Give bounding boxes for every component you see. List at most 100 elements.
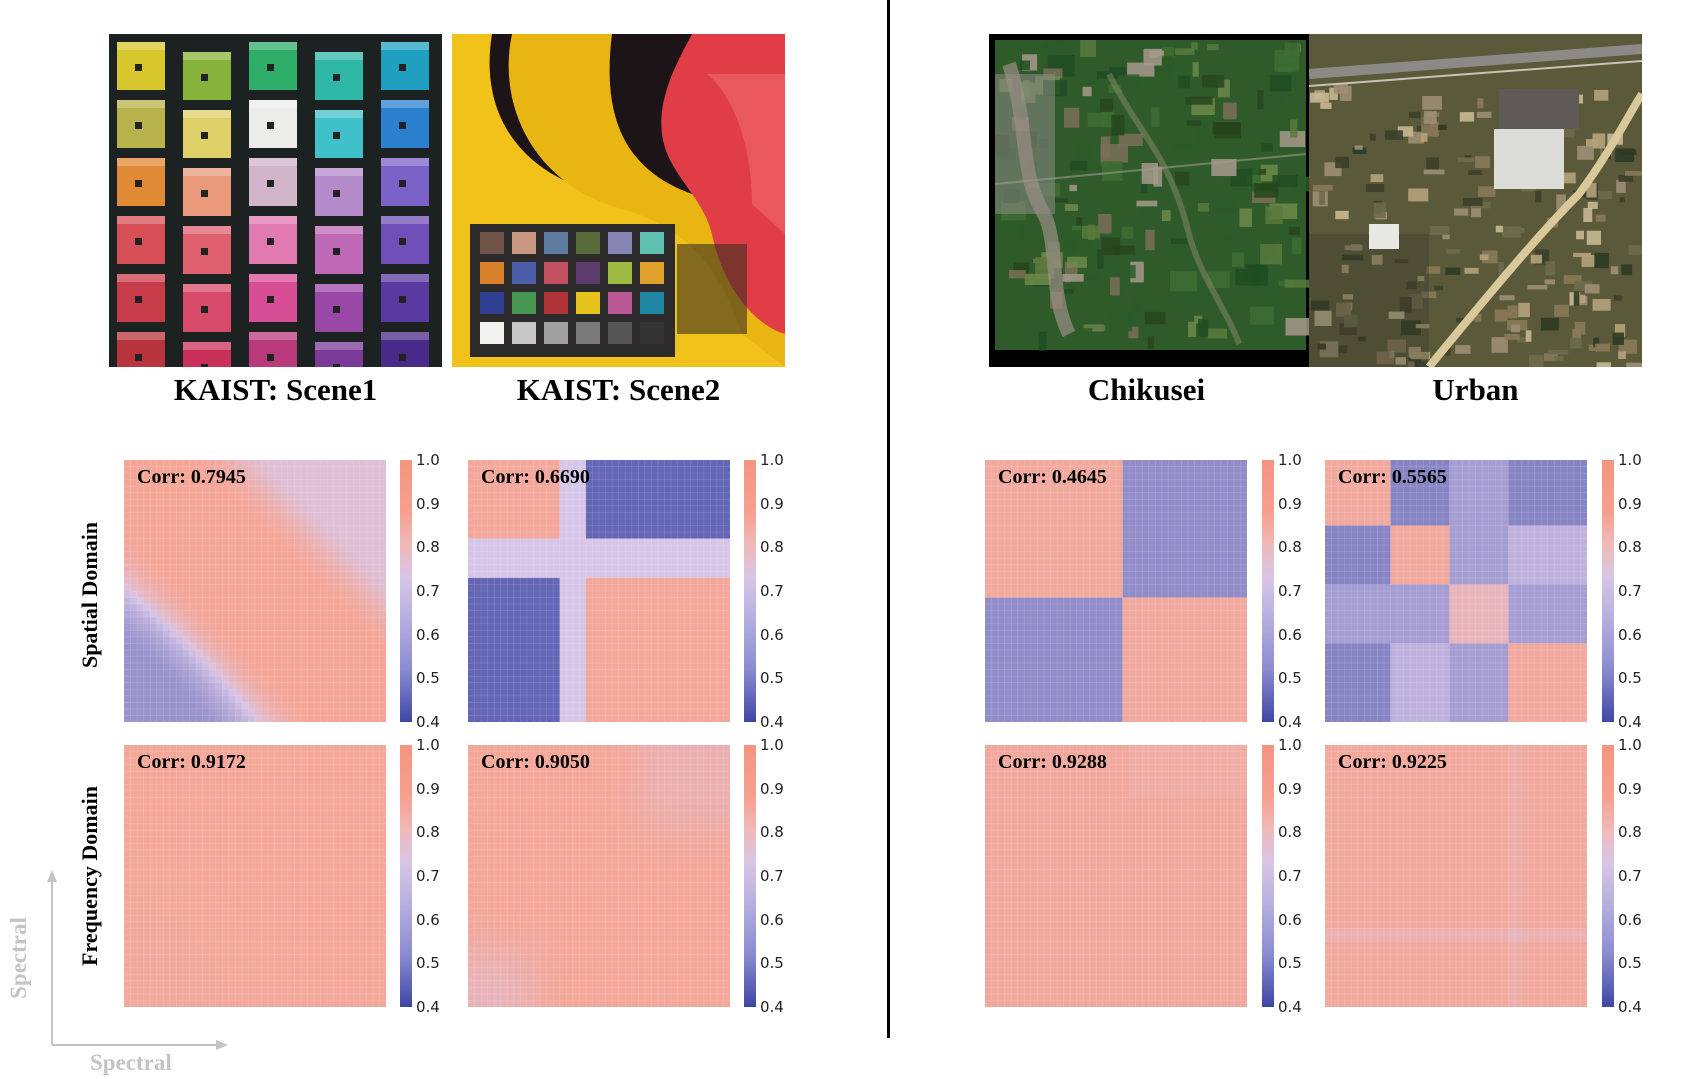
heatmap-cell	[991, 630, 999, 638]
heatmap-cell	[1024, 682, 1032, 690]
heatmap-cell	[1161, 597, 1169, 605]
heatmap-cell	[585, 492, 593, 500]
heatmap-cell	[644, 708, 652, 716]
heatmap-cell	[553, 551, 561, 559]
heatmap-cell	[1083, 512, 1091, 520]
heatmap-cell	[991, 571, 999, 579]
heatmap-cell	[143, 551, 151, 559]
colorbar-tick-label: 0.6	[760, 625, 784, 644]
heatmap-cell	[599, 466, 606, 474]
heatmap-cell	[353, 479, 361, 487]
heatmap-cell	[137, 591, 145, 598]
heatmap-cell	[156, 466, 164, 474]
heatmap-cell	[1096, 558, 1104, 566]
heatmap-cell	[690, 669, 698, 677]
heatmap-cell	[209, 636, 217, 644]
heatmap-cell	[124, 682, 131, 690]
heatmap-cell	[202, 492, 210, 500]
heatmap-cell	[1076, 584, 1084, 592]
heatmap-cell	[520, 676, 528, 684]
heatmap-cell	[671, 505, 678, 513]
heatmap-cell	[703, 525, 711, 533]
heatmap-cell	[156, 682, 164, 690]
heatmap-cell	[474, 499, 482, 507]
heatmap-cell	[513, 499, 521, 507]
heatmap-cell	[716, 564, 724, 572]
heatmap-cell	[255, 525, 262, 533]
heatmap-cell	[189, 649, 197, 657]
heatmap-cell	[599, 473, 606, 481]
heatmap-cell	[1174, 538, 1182, 546]
heatmap-cell	[372, 473, 380, 481]
heatmap-cell	[651, 597, 659, 605]
heatmap-cell	[612, 584, 620, 592]
heatmap-cell	[241, 512, 249, 520]
heatmap-cell	[481, 656, 489, 664]
heatmap-cell	[1188, 473, 1195, 481]
heatmap-cell	[474, 597, 482, 605]
heatmap-cell	[985, 636, 992, 644]
heatmap-cell	[1089, 663, 1097, 670]
heatmap-cell	[507, 682, 515, 690]
heatmap-cell	[281, 551, 289, 559]
heatmap-cell	[1004, 702, 1012, 710]
heatmap-cell	[625, 689, 633, 697]
heatmap-cell	[150, 551, 158, 559]
heatmap-cell	[1102, 571, 1110, 579]
heatmap-cell	[274, 656, 282, 664]
heatmap-cell	[513, 636, 521, 644]
heatmap-cell	[468, 512, 475, 520]
heatmap-cell	[300, 604, 308, 612]
heatmap-cell	[500, 577, 508, 585]
heatmap-cell	[566, 532, 574, 539]
heatmap-cell	[150, 656, 158, 664]
heatmap-cell	[176, 525, 184, 533]
heatmap-cell	[1122, 604, 1130, 612]
heatmap-cell	[723, 695, 730, 703]
heatmap-cell	[985, 499, 992, 507]
heatmap-cell	[599, 623, 606, 631]
heatmap-cell	[507, 643, 515, 651]
heatmap-cell	[1155, 643, 1163, 651]
heatmap-cell	[572, 715, 580, 722]
heatmap-cell	[1174, 656, 1182, 664]
heatmap-cell	[300, 656, 308, 664]
heatmap-cell	[690, 636, 698, 644]
heatmap-cell	[592, 492, 600, 500]
heatmap-cell	[468, 479, 475, 487]
heatmap-cell	[300, 597, 308, 605]
heatmap-cell	[182, 505, 190, 513]
heatmap-cell	[985, 630, 992, 638]
heatmap-cell	[1207, 663, 1215, 670]
heatmap-cell	[372, 571, 380, 579]
heatmap-cell	[150, 466, 158, 474]
heatmap-cell	[487, 643, 495, 651]
heatmap-cell	[359, 708, 367, 716]
heatmap-cell	[998, 473, 1006, 481]
heatmap-cell	[1050, 492, 1058, 500]
scene-title-kaist2: KAIST: Scene2	[516, 372, 721, 407]
heatmap-cell	[585, 649, 593, 657]
heatmap-cell	[559, 676, 567, 684]
scene-title-kaist1: KAIST: Scene1	[173, 372, 378, 407]
heatmap-cell	[163, 460, 171, 467]
heatmap-cell	[353, 617, 361, 625]
heatmap-cell	[1194, 689, 1202, 697]
heatmap-cell	[1102, 630, 1110, 638]
heatmap-cell	[222, 577, 230, 585]
heatmap-cell	[599, 525, 606, 533]
heatmap-cell	[124, 649, 131, 657]
heatmap-cell	[513, 584, 521, 592]
heatmap-cell	[697, 649, 705, 657]
heatmap-cell	[1194, 584, 1202, 592]
heatmap-cell	[1122, 518, 1130, 526]
heatmap-cell	[1004, 577, 1012, 585]
heatmap-cell	[346, 525, 354, 533]
heatmap-cell	[592, 643, 600, 651]
heatmap-cell	[1050, 617, 1058, 625]
heatmap-cell	[143, 584, 151, 592]
heatmap-cell	[690, 473, 698, 481]
heatmap-cell	[579, 636, 587, 644]
heatmap-cell	[474, 715, 482, 722]
heatmap-cell	[340, 512, 348, 520]
